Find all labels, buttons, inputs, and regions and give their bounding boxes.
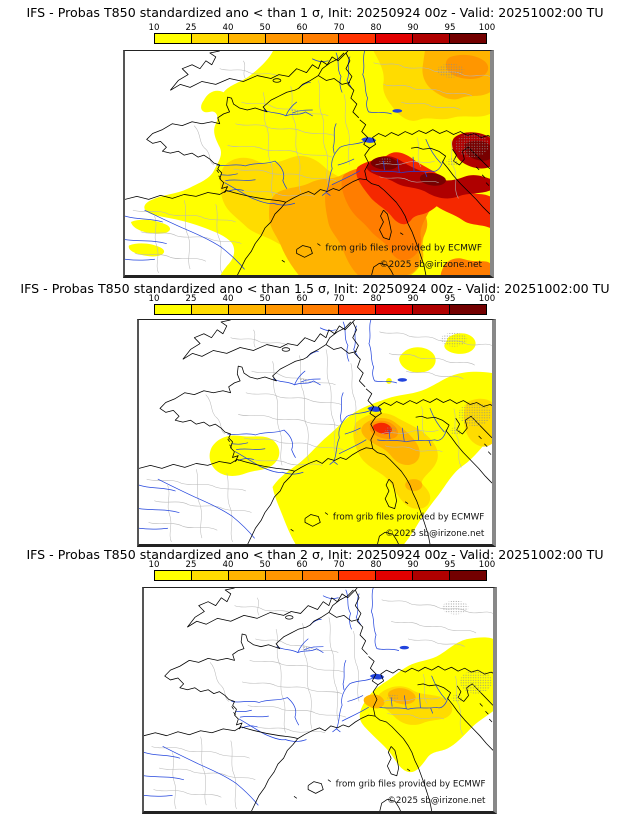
copyright-text: ©2025 sb@irizone.net bbox=[379, 260, 482, 270]
colorbar-cell bbox=[155, 34, 192, 43]
colorbar-labels: 10 25 40 50 60 70 80 90 95 100 bbox=[149, 23, 496, 33]
colorbar-cell bbox=[450, 571, 487, 580]
panel-title: IFS - Probas T850 standardized ano < tha… bbox=[20, 281, 610, 296]
colorbar-scale bbox=[154, 33, 487, 44]
probability-map-2: from grib files provided by ECMWF ©2025 … bbox=[137, 319, 496, 547]
colorbar-cell bbox=[155, 571, 192, 580]
shading-field bbox=[128, 51, 490, 275]
colorbar-label: 80 bbox=[370, 294, 382, 304]
colorbar-label: 25 bbox=[185, 560, 197, 570]
colorbar-cell bbox=[376, 571, 414, 580]
probability-map-3: from grib files provided by ECMWF ©2025 … bbox=[142, 587, 497, 814]
colorbar-scale bbox=[154, 304, 487, 315]
colorbar-label: 10 bbox=[148, 294, 160, 304]
colorbar-label: 50 bbox=[259, 23, 271, 33]
colorbar-label: 50 bbox=[259, 560, 271, 570]
colorbar-cell bbox=[265, 305, 303, 314]
probability-colorbar: 10 25 40 50 60 70 80 90 95 100 bbox=[149, 23, 496, 45]
colorbar-cell bbox=[413, 571, 451, 580]
colorbar-cell bbox=[228, 305, 266, 314]
colorbar-cell bbox=[376, 34, 414, 43]
colorbar-labels: 10 25 40 50 60 70 80 90 95 100 bbox=[149, 560, 496, 570]
colorbar-label: 80 bbox=[370, 560, 382, 570]
colorbar-label: 40 bbox=[222, 294, 234, 304]
colorbar-label: 60 bbox=[296, 23, 308, 33]
colorbar-label: 100 bbox=[478, 23, 496, 33]
copyright-text: ©2025 sb@irizone.net bbox=[387, 796, 486, 806]
colorbar-label: 100 bbox=[478, 294, 496, 304]
colorbar-label: 95 bbox=[444, 23, 456, 33]
colorbar-label: 80 bbox=[370, 23, 382, 33]
shading-field bbox=[359, 637, 493, 773]
colorbar-cell bbox=[191, 34, 229, 43]
colorbar-label: 90 bbox=[407, 294, 419, 304]
colorbar-cell bbox=[339, 34, 377, 43]
colorbar-cell bbox=[450, 34, 487, 43]
map-svg-3: from grib files provided by ECMWF ©2025 … bbox=[144, 588, 493, 811]
colorbar-cell bbox=[228, 571, 266, 580]
colorbar-labels: 10 25 40 50 60 70 80 90 95 100 bbox=[149, 294, 496, 304]
colorbar-cell bbox=[302, 571, 340, 580]
colorbar-cell bbox=[302, 34, 340, 43]
colorbar-label: 25 bbox=[185, 23, 197, 33]
colorbar-label: 60 bbox=[296, 560, 308, 570]
colorbar-cell bbox=[339, 571, 377, 580]
probability-map-1: from grib files provided by ECMWF ©2025 … bbox=[123, 50, 494, 278]
map-svg-1: from grib files provided by ECMWF ©2025 … bbox=[125, 51, 490, 275]
probability-colorbar: 10 25 40 50 60 70 80 90 95 100 bbox=[149, 560, 496, 582]
colorbar-label: 100 bbox=[478, 560, 496, 570]
colorbar-cell bbox=[376, 305, 414, 314]
colorbar-label: 60 bbox=[296, 294, 308, 304]
colorbar-cell bbox=[339, 305, 377, 314]
colorbar-label: 90 bbox=[407, 23, 419, 33]
attribution-text: from grib files provided by ECMWF bbox=[325, 243, 482, 253]
colorbar-cell bbox=[191, 571, 229, 580]
colorbar-label: 95 bbox=[444, 560, 456, 570]
colorbar-label: 70 bbox=[333, 23, 345, 33]
colorbar-cell bbox=[450, 305, 487, 314]
attribution-text: from grib files provided by ECMWF bbox=[336, 779, 486, 789]
attribution-text: from grib files provided by ECMWF bbox=[333, 512, 484, 522]
colorbar-label: 50 bbox=[259, 294, 271, 304]
colorbar-cell bbox=[413, 34, 451, 43]
colorbar-cell bbox=[302, 305, 340, 314]
colorbar-label: 70 bbox=[333, 294, 345, 304]
colorbar-label: 40 bbox=[222, 23, 234, 33]
colorbar-label: 40 bbox=[222, 560, 234, 570]
colorbar-cell bbox=[265, 34, 303, 43]
colorbar-label: 25 bbox=[185, 294, 197, 304]
colorbar-label: 70 bbox=[333, 560, 345, 570]
panel-title: IFS - Probas T850 standardized ano < tha… bbox=[26, 547, 604, 562]
colorbar-cell bbox=[265, 571, 303, 580]
colorbar-cell bbox=[191, 305, 229, 314]
colorbar-label: 90 bbox=[407, 560, 419, 570]
colorbar-cell bbox=[228, 34, 266, 43]
map-svg-2: from grib files provided by ECMWF ©2025 … bbox=[139, 320, 492, 544]
colorbar-label: 10 bbox=[148, 560, 160, 570]
colorbar-cell bbox=[155, 305, 192, 314]
colorbar-label: 10 bbox=[148, 23, 160, 33]
colorbar-label: 95 bbox=[444, 294, 456, 304]
copyright-text: ©2025 sb@irizone.net bbox=[385, 529, 485, 539]
panel-title: IFS - Probas T850 standardized ano < tha… bbox=[26, 5, 604, 20]
colorbar-scale bbox=[154, 570, 487, 581]
colorbar-cell bbox=[413, 305, 451, 314]
probability-colorbar: 10 25 40 50 60 70 80 90 95 100 bbox=[149, 294, 496, 316]
